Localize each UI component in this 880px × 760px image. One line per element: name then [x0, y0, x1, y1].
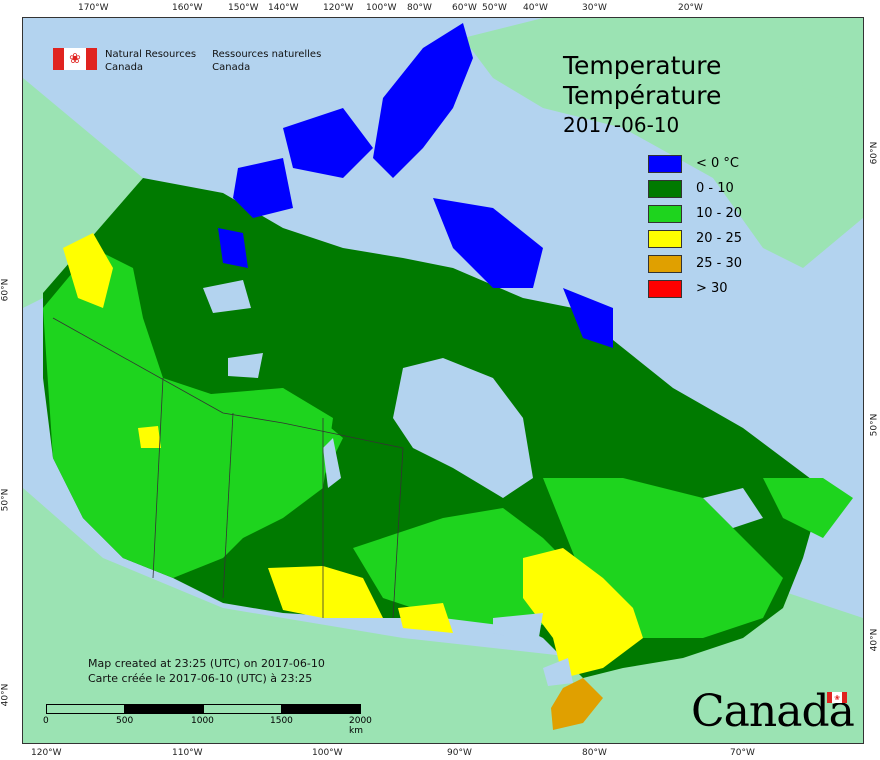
legend-label: 0 - 10 — [696, 181, 734, 196]
lon-label: 120°W — [323, 3, 354, 13]
scale-label: 1000 — [191, 716, 214, 726]
legend-item: 10 - 20 — [648, 203, 742, 224]
lon-label: 60°W — [452, 3, 477, 13]
yukon-hot-zone — [63, 233, 113, 308]
lon-label: 170°W — [78, 3, 109, 13]
lon-label: 120°W — [31, 748, 62, 758]
lon-label: 80°W — [407, 3, 432, 13]
greenland-land — [463, 18, 863, 268]
map-canvas — [23, 18, 863, 743]
legend-label: > 30 — [696, 281, 728, 296]
lon-label: 100°W — [312, 748, 343, 758]
southern-ontario-hot — [551, 678, 603, 730]
legend-swatch — [648, 279, 682, 298]
lat-label: 60°N — [869, 141, 880, 165]
lake-huron — [543, 658, 573, 686]
map-title: Temperature — [563, 51, 722, 80]
legend-item: 25 - 30 — [648, 253, 742, 274]
prairie-hot-zone — [268, 566, 383, 618]
legend-label: < 0 °C — [696, 156, 740, 171]
hudson-bay — [393, 358, 533, 498]
scale-label: 1500 — [270, 716, 293, 726]
legend-swatch — [648, 154, 682, 173]
legend-item: < 0 °C — [648, 153, 742, 174]
lat-label: 40°N — [869, 628, 880, 652]
lon-label: 160°W — [172, 3, 203, 13]
lake-superior — [493, 613, 543, 643]
lon-label: 30°W — [582, 3, 607, 13]
lat-label: 50°N — [869, 413, 880, 437]
agency-name-en: Natural Resources Canada — [105, 49, 197, 73]
ontario-hot-zone — [398, 603, 453, 633]
scale-label: 0 — [43, 716, 49, 726]
legend-label: 20 - 25 — [696, 231, 743, 246]
maritimes-zone — [763, 478, 853, 538]
lat-label: 60°N — [0, 278, 11, 302]
arctic-island — [283, 108, 373, 178]
scale-bar-graphic — [46, 704, 361, 714]
lon-label: 40°W — [523, 3, 548, 13]
usa-land — [23, 488, 863, 743]
banks-island — [218, 228, 248, 268]
scale-label: 500 — [116, 716, 134, 726]
great-lakes-hot-zone — [523, 548, 643, 678]
canada-flag-icon: ❀ — [53, 48, 97, 70]
provincial-borders — [52, 317, 404, 619]
scale-bar: 0 500 1000 1500 2000 km — [43, 704, 372, 736]
lon-label: 50°W — [482, 3, 507, 13]
agency-name-fr: Ressources naturelles Canada — [212, 49, 322, 73]
gulf-st-lawrence — [703, 488, 763, 528]
lon-label: 20°W — [678, 3, 703, 13]
legend-swatch — [648, 254, 682, 273]
baffin-island — [433, 198, 543, 288]
legend-label: 10 - 20 — [696, 206, 743, 221]
lon-label: 70°W — [730, 748, 755, 758]
legend: < 0 °C 0 - 10 10 - 20 20 - 25 25 - 30 > … — [648, 153, 742, 303]
great-bear-lake — [203, 280, 251, 313]
map-title-fr: Température — [563, 81, 722, 110]
map-date: 2017-06-10 — [563, 113, 680, 137]
legend-item: > 30 — [648, 278, 742, 299]
lon-label: 90°W — [447, 748, 472, 758]
credit-en: Map created at 23:25 (UTC) on 2017-06-10 — [88, 657, 325, 670]
temperature-map: Temperature Température 2017-06-10 < 0 °… — [22, 17, 864, 744]
lon-label: 150°W — [228, 3, 259, 13]
agency-signature: ❀ Natural Resources Canada Ressources na… — [53, 48, 321, 74]
legend-item: 0 - 10 — [648, 178, 742, 199]
ellesmere-island — [373, 23, 473, 178]
lon-label: 100°W — [366, 3, 397, 13]
lat-label: 50°N — [0, 488, 11, 512]
great-slave-lake — [228, 353, 263, 378]
northern-quebec-cold — [563, 288, 613, 348]
legend-swatch — [648, 229, 682, 248]
lon-label: 110°W — [172, 748, 203, 758]
wordmark-flag-icon: ❀ — [827, 692, 847, 703]
credit-fr: Carte créée le 2017-06-10 (UTC) à 23:25 — [88, 672, 313, 685]
bc-hot-zone — [138, 426, 161, 448]
legend-swatch — [648, 204, 682, 223]
lat-label: 40°N — [0, 683, 11, 707]
greenland-island — [793, 28, 838, 98]
victoria-island — [233, 158, 293, 218]
lake-winnipeg — [323, 438, 341, 488]
legend-item: 20 - 25 — [648, 228, 742, 249]
map-credits: Map created at 23:25 (UTC) on 2017-06-10… — [88, 656, 325, 686]
lon-label: 140°W — [268, 3, 299, 13]
scale-label: 2000 km — [349, 716, 372, 736]
prairie-zone — [163, 388, 333, 538]
legend-label: 25 - 30 — [696, 256, 743, 271]
lon-label: 80°W — [582, 748, 607, 758]
alaska-land — [23, 78, 143, 308]
legend-swatch — [648, 179, 682, 198]
